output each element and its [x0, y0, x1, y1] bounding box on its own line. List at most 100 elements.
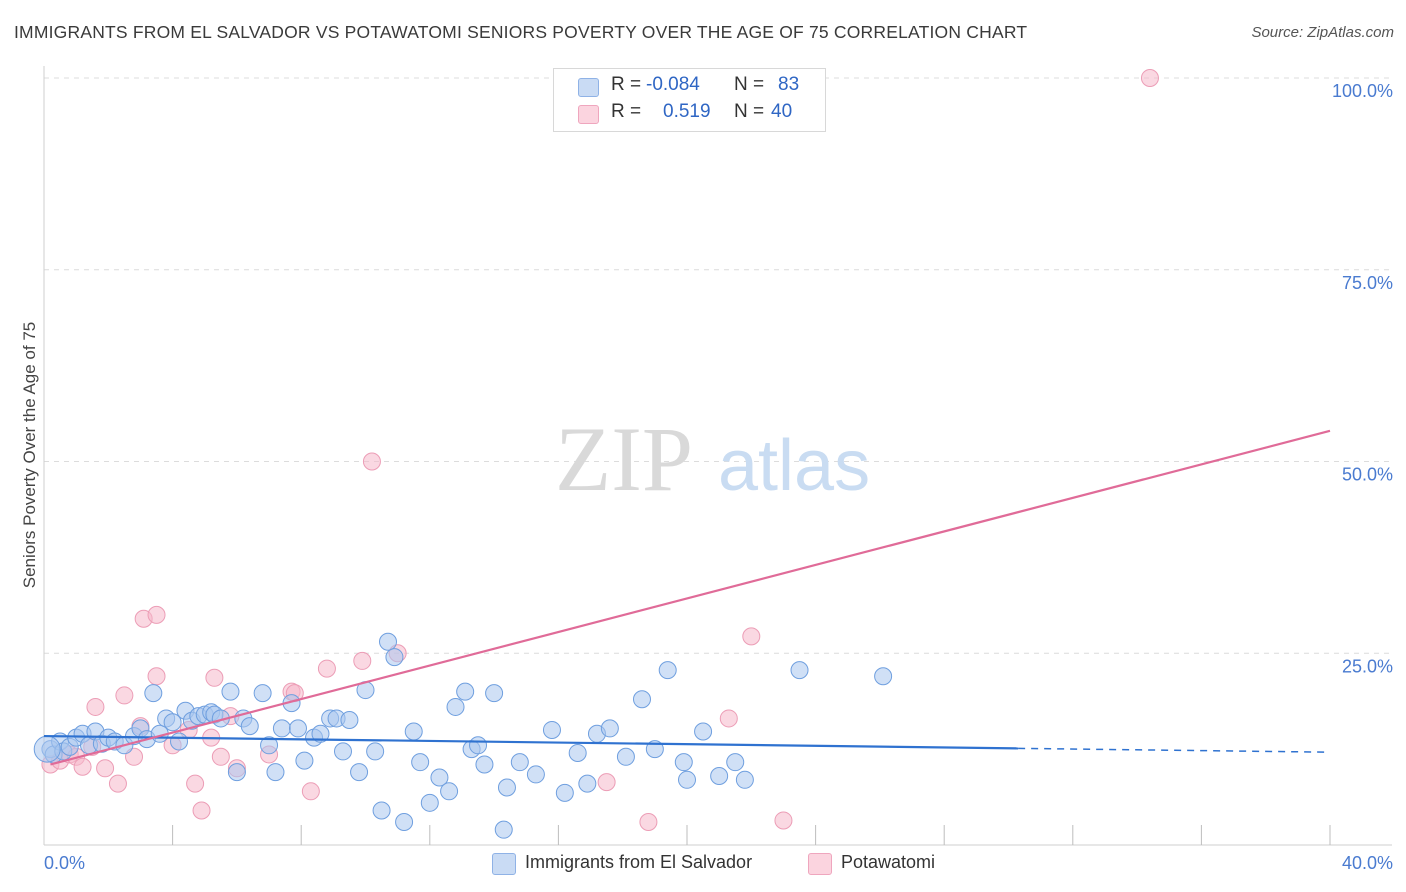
el-salvador-point — [340, 710, 359, 729]
el-salvador-point — [163, 713, 182, 732]
potawatomi-point — [1140, 69, 1159, 87]
el-salvador-point — [411, 753, 430, 772]
potawatomi-trend-line — [50, 429, 1331, 766]
el-salvador-point — [526, 765, 545, 784]
el-salvador-point — [240, 717, 259, 736]
el-salvador-point — [726, 753, 745, 772]
legend-n-label: N = — [734, 101, 765, 122]
legend-swatch-pink — [578, 105, 599, 124]
potawatomi-point — [719, 709, 738, 728]
el-salvador-point — [404, 722, 423, 741]
potawatomi-point — [317, 659, 336, 678]
el-salvador-point — [272, 719, 291, 738]
potawatomi-point — [147, 605, 166, 624]
legend-r-value: 0.519 — [663, 101, 711, 122]
el-salvador-point — [475, 755, 494, 774]
watermark-zip: ZIP — [555, 408, 693, 510]
legend-n-value: 83 — [778, 74, 800, 95]
el-salvador-trend-line — [43, 734, 1019, 750]
potawatomi-point — [86, 697, 105, 716]
potawatomi-point — [205, 668, 224, 687]
el-salvador-points — [33, 632, 893, 839]
el-salvador-point — [372, 801, 391, 820]
el-salvador-point — [555, 783, 574, 802]
el-salvador-point — [694, 722, 713, 741]
el-salvador-point — [395, 812, 414, 831]
bottom-legend-label: Immigrants from El Salvador — [525, 852, 753, 872]
el-salvador-point — [446, 697, 465, 716]
potawatomi-point — [597, 773, 616, 792]
legend-n-value: 40 — [771, 101, 793, 122]
potawatomi-point — [211, 747, 230, 766]
el-salvador-point — [456, 682, 475, 701]
gridlines — [44, 77, 1392, 654]
el-salvador-point — [874, 667, 893, 686]
x-tick-label: 0.0% — [44, 853, 85, 873]
watermark-atlas: atlas — [718, 426, 870, 506]
el-salvador-point — [578, 774, 597, 793]
potawatomi-point — [362, 452, 381, 471]
el-salvador-point — [333, 742, 352, 761]
potawatomi-point — [639, 812, 658, 831]
legend-swatch-blue — [578, 78, 599, 97]
el-salvador-point — [144, 684, 163, 703]
potawatomi-point — [353, 651, 372, 670]
legend-n-label: N = — [734, 74, 765, 95]
potawatomi-point — [192, 801, 211, 820]
bottom-legend-swatch-pink — [808, 853, 832, 875]
el-salvador-point — [170, 732, 189, 751]
el-salvador-trend-extension — [1018, 747, 1331, 753]
el-salvador-point — [440, 782, 459, 801]
legend-r-label: R = — [611, 74, 642, 95]
watermark: ZIP atlas — [555, 408, 870, 510]
el-salvador-point — [366, 742, 385, 761]
trend-lines — [43, 429, 1331, 766]
legend-box: R = -0.084 N = 83 R = 0.519 N = 40 — [553, 68, 826, 132]
legend-r-label: R = — [611, 101, 642, 122]
el-salvador-point — [385, 648, 404, 667]
el-salvador-point — [494, 820, 513, 839]
source-note: Source: ZipAtlas.com — [1251, 24, 1394, 41]
potawatomi-point — [742, 627, 761, 646]
potawatomi-point — [125, 747, 144, 766]
el-salvador-point — [350, 763, 369, 782]
el-salvador-point — [678, 770, 696, 789]
potawatomi-point — [96, 759, 115, 778]
el-salvador-point — [674, 753, 693, 772]
potawatomi-point — [115, 686, 134, 705]
el-salvador-point — [420, 793, 439, 812]
el-salvador-point — [221, 682, 240, 701]
el-salvador-point — [253, 684, 272, 703]
axes — [43, 66, 1392, 846]
legend-r-value: -0.084 — [646, 74, 700, 95]
el-salvador-point — [260, 736, 279, 755]
el-salvador-point — [311, 724, 330, 743]
el-salvador-point — [33, 735, 61, 763]
el-salvador-point — [288, 719, 307, 738]
tick-labels: 25.0% 50.0% 75.0% 100.0% 0.0% 40.0% — [44, 81, 1393, 873]
chart-title: IMMIGRANTS FROM EL SALVADOR VS POTAWATOM… — [14, 22, 1028, 42]
el-salvador-point — [658, 661, 677, 680]
el-salvador-point — [497, 778, 516, 797]
el-salvador-point — [469, 736, 488, 755]
el-salvador-point — [790, 661, 809, 680]
potawatomi-point — [186, 774, 205, 793]
el-salvador-point — [295, 751, 314, 770]
y-tick-label: 25.0% — [1342, 656, 1393, 676]
x-tick-label: 40.0% — [1342, 853, 1393, 873]
el-salvador-point — [710, 766, 729, 785]
potawatomi-point — [301, 782, 320, 801]
el-salvador-point — [430, 768, 449, 787]
potawatomi-point — [774, 811, 793, 830]
potawatomi-point — [73, 757, 92, 776]
bottom-legend-swatch-blue — [492, 853, 516, 875]
el-salvador-point — [568, 743, 587, 762]
el-salvador-point — [600, 719, 619, 738]
el-salvador-point — [485, 684, 504, 703]
el-salvador-point — [542, 720, 561, 739]
el-salvador-point — [227, 763, 246, 782]
el-salvador-point — [379, 632, 398, 651]
el-salvador-point — [510, 753, 529, 772]
el-salvador-point — [632, 690, 651, 709]
